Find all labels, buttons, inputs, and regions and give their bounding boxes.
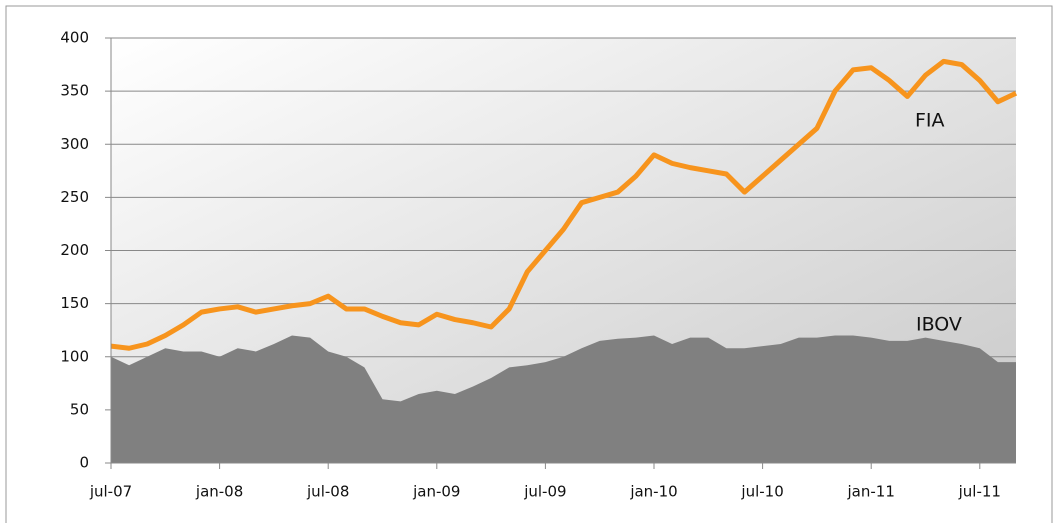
y-tick-label: 200 [60, 241, 89, 259]
ibov-label: IBOV [916, 314, 962, 336]
y-tick-label: 150 [60, 294, 89, 312]
y-tick-label: 400 [60, 29, 89, 47]
x-tick-label: jul-08 [306, 483, 349, 501]
y-tick-label: 50 [70, 400, 89, 418]
y-tick-label: 250 [60, 188, 89, 206]
x-tick-label: jul-10 [740, 483, 783, 501]
x-tick-label: jul-09 [523, 483, 566, 501]
x-tick-label: jan-09 [412, 483, 460, 501]
x-tick-label: jan-08 [195, 483, 243, 501]
x-tick-label: jan-10 [629, 483, 677, 501]
fia-label: FIA [915, 110, 945, 132]
area [111, 335, 1016, 463]
y-tick-label: 100 [60, 347, 89, 365]
y-tick-label: 0 [79, 454, 89, 472]
y-tick-label: 300 [60, 135, 89, 153]
x-tick-label: jul-11 [958, 483, 1001, 501]
y-tick-label: 350 [60, 82, 89, 100]
line [110, 58, 1018, 351]
frame [5, 5, 1053, 523]
x-tick-label: jul-07 [89, 483, 132, 501]
x-tick-label: jan-11 [847, 483, 895, 501]
